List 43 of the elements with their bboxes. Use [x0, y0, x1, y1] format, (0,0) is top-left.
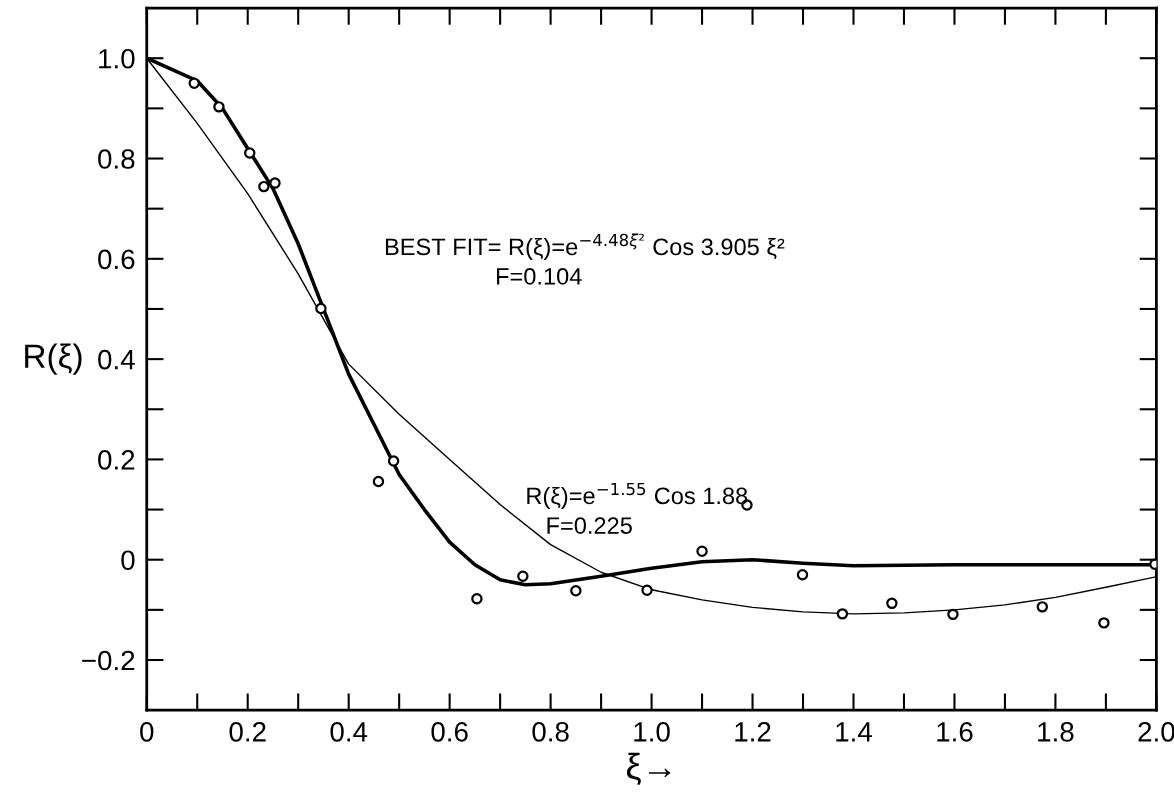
y-tick-label: 0	[121, 550, 135, 571]
annotation: R(ξ)=e$^{−1.55}$ Cos 1.88	[527, 482, 748, 509]
point	[315, 302, 327, 315]
point	[836, 608, 849, 620]
y-tick-label: 0.8	[98, 149, 135, 169]
point	[258, 180, 270, 193]
x-tick-label: 0.2	[229, 722, 266, 742]
y-tick-label: 0.6	[98, 249, 135, 270]
point	[372, 475, 385, 488]
y-tick-label: 0.2	[98, 450, 135, 470]
point	[1098, 617, 1110, 629]
point	[471, 593, 483, 605]
point	[517, 570, 529, 582]
x-tick-label: 0.8	[532, 722, 569, 742]
x-tick-label: 0.6	[431, 722, 468, 742]
point	[188, 77, 200, 90]
annotation: BEST FIT= R(ξ)=e$^{−4.48ξ²}$ Cos 3.905 ξ²	[385, 233, 785, 260]
point	[213, 101, 225, 113]
point	[570, 585, 582, 597]
point	[269, 177, 281, 189]
x-axis-title: ξ→	[626, 752, 671, 786]
point	[696, 545, 708, 557]
x-tick-label: 1.8	[1038, 722, 1074, 742]
annotation: F=0.225	[547, 517, 632, 534]
x-tick-label: 2.0	[1138, 722, 1174, 742]
x-tick-label: 1.2	[735, 722, 771, 742]
x-tick-label: 0.4	[330, 722, 368, 742]
point	[387, 455, 400, 467]
y-tick-label: 0.4	[98, 349, 135, 370]
y-tick-label: −0.2	[82, 650, 135, 671]
x-tick-label: 0	[140, 722, 154, 742]
annotation: F=0.104	[497, 267, 582, 285]
x-tick-label: 1.6	[937, 722, 973, 742]
y-axis-title: R(ξ)	[25, 343, 82, 375]
y-tick-label: 1.0	[99, 48, 135, 69]
point	[886, 597, 898, 610]
x-tick-label: 1.0	[634, 722, 670, 742]
point	[796, 569, 809, 581]
x-tick-label: 1.4	[836, 722, 872, 742]
point	[1036, 601, 1049, 613]
point	[947, 608, 959, 621]
point	[244, 147, 256, 159]
point	[641, 584, 653, 597]
